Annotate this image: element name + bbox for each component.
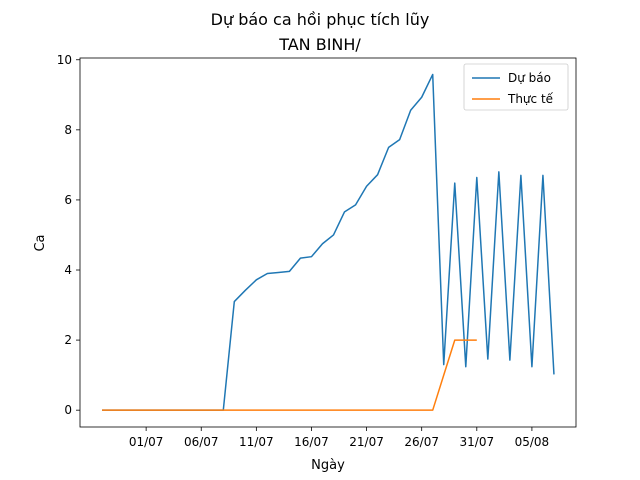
y-tick-label: 6: [64, 193, 72, 207]
y-tick-label: 0: [64, 403, 72, 417]
axes-frame: [79, 57, 577, 428]
series-line-2: [102, 339, 477, 411]
x-tick-label: 21/07: [349, 435, 384, 449]
legend: Dự báo Thực tế: [463, 63, 569, 111]
chart-subtitle: TAN BINH/: [278, 35, 361, 54]
x-tick-label: 11/07: [239, 435, 274, 449]
x-tick-label: 06/07: [184, 435, 219, 449]
x-axis-label: Ngày: [311, 458, 345, 473]
legend-label-2: Thực tế: [507, 92, 554, 106]
x-tick-label: 31/07: [460, 435, 495, 449]
y-tick-label: 10: [57, 53, 72, 67]
y-tick-label: 8: [64, 123, 72, 137]
y-axis-label: Ca: [33, 234, 48, 251]
legend-label-1: Dự báo: [508, 71, 551, 85]
plot-area: 01/07 06/07 11/07 16/07 21/07 26/07 31/07 05/08…: [57, 53, 577, 449]
x-tick-label: 05/08: [515, 435, 550, 449]
x-tick-label: 01/07: [129, 435, 164, 449]
x-tick-label: 16/07: [294, 435, 329, 449]
chart-title: Dự báo ca hồi phục tích lũy: [211, 10, 430, 29]
x-tick-label: 26/07: [404, 435, 439, 449]
y-tick-label: 2: [64, 333, 72, 347]
y-tick-label: 4: [64, 263, 72, 277]
